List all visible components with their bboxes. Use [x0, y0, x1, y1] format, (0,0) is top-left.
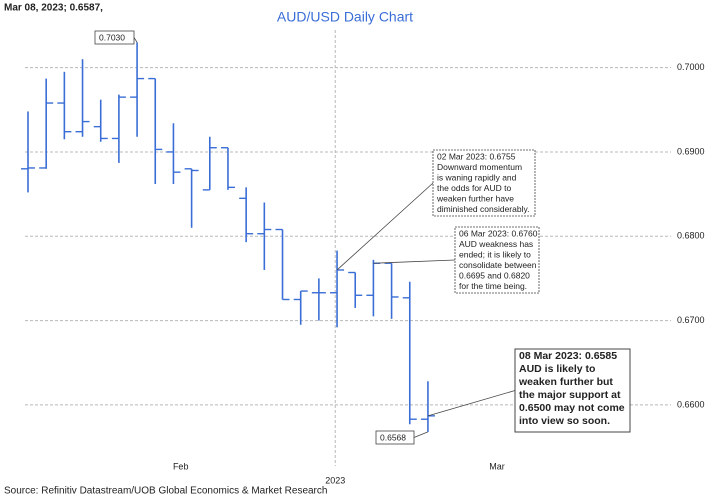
annotation-box: [454, 226, 540, 294]
annotation-text: diminished considerably.: [437, 204, 529, 214]
annotation-text: weaken further have: [436, 193, 514, 203]
annotation-leader: [373, 259, 456, 264]
annotation-text: AUD is likely to: [519, 363, 595, 375]
annotation-leader: [336, 182, 434, 271]
annotation-text: AUD weakness has: [459, 239, 533, 249]
annotation-box: [94, 30, 135, 45]
annotation-text: for the time being.: [459, 281, 527, 291]
annotation-box: [514, 348, 631, 433]
annotation-text: weaken further but: [518, 376, 613, 388]
annotation-leader: [413, 431, 429, 438]
y-tick-label: 0.6600: [677, 399, 705, 409]
annotation-box: [432, 149, 536, 217]
annotation-text: Downward momentum: [437, 162, 522, 172]
y-tick-label: 0.6800: [677, 231, 705, 241]
annotation-text: 0.7030: [99, 32, 125, 42]
annotation-text: is waning rapidly and: [437, 172, 517, 182]
annotation-text: the odds for AUD to: [437, 183, 511, 193]
annotation-text: 06 Mar 2023: 0.6760: [459, 228, 538, 238]
annotation-text: 08 Mar 2023: 0.6585: [519, 350, 617, 362]
annotation-leader: [133, 37, 138, 43]
annotation-text: consolidate between: [459, 260, 537, 270]
chart-title: AUD/USD Daily Chart: [277, 9, 413, 25]
annotation-text: 0.6695 and 0.6820: [459, 270, 530, 280]
x-tick-label: Mar: [489, 461, 505, 471]
source: Source: Refinitiv Datastream/UOB Global …: [4, 486, 327, 497]
annotation-text: the major support at: [519, 389, 621, 401]
x-tick-label: Feb: [173, 461, 189, 471]
annotation-text: 0.6568: [380, 432, 406, 442]
header: Mar 08, 2023; 0.6587,: [4, 3, 103, 14]
y-tick-label: 0.6700: [677, 315, 705, 325]
year-label: 2023: [325, 475, 345, 485]
annotation-text: 0.6500 may not come: [519, 402, 625, 414]
y-tick-label: 0.6900: [677, 146, 705, 156]
y-tick-label: 0.7000: [677, 62, 705, 72]
annotation-text: into view so soon.: [519, 415, 610, 427]
annotation-box: [375, 430, 415, 445]
annotation-text: 02 Mar 2023: 0.6755: [437, 151, 516, 161]
annotation-leader: [427, 390, 516, 417]
annotation-text: ended; it is likely to: [459, 249, 531, 259]
